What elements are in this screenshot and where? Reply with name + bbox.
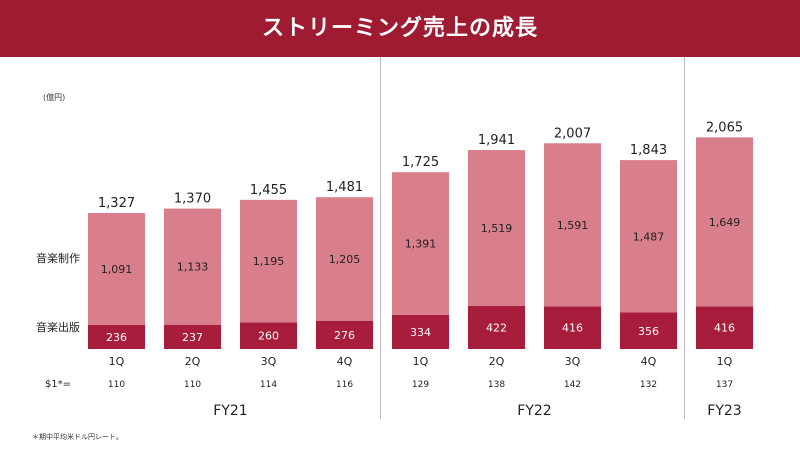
total-label: 1,941 bbox=[478, 133, 515, 148]
fx-rate-value: 114 bbox=[260, 380, 277, 390]
fiscal-year-label: FY23 bbox=[707, 403, 741, 419]
data-label-production: 1,391 bbox=[405, 237, 437, 250]
x-tick-label: 3Q bbox=[261, 355, 277, 368]
data-label-publishing: 416 bbox=[562, 322, 583, 335]
data-label-production: 1,091 bbox=[101, 263, 133, 276]
data-label-publishing: 236 bbox=[106, 331, 127, 344]
data-label-production: 1,519 bbox=[481, 222, 513, 235]
data-label-production: 1,487 bbox=[633, 230, 665, 243]
footnote: ＊期中平均米ドル円レート。 bbox=[32, 433, 123, 441]
data-label-publishing: 422 bbox=[486, 321, 507, 334]
data-label-publishing: 334 bbox=[410, 326, 431, 339]
bar-segment-publishing bbox=[544, 306, 601, 349]
data-label-production: 1,195 bbox=[253, 255, 285, 268]
legend-series-publishing: 音楽出版 bbox=[36, 320, 80, 334]
total-label: 1,370 bbox=[174, 192, 211, 207]
data-label-publishing: 276 bbox=[334, 329, 355, 342]
data-label-publishing: 416 bbox=[714, 322, 735, 335]
x-tick-label: 1Q bbox=[717, 355, 733, 368]
fiscal-year-label: FY22 bbox=[517, 403, 551, 419]
legend-series-production: 音楽制作 bbox=[36, 251, 80, 265]
page-title: ストリーミング売上の成長 bbox=[261, 16, 538, 41]
x-tick-label: 4Q bbox=[337, 355, 353, 368]
x-tick-label: 2Q bbox=[185, 355, 201, 368]
fx-rate-value: 137 bbox=[716, 380, 733, 390]
bar-segment-publishing bbox=[240, 322, 297, 349]
bar-segment-publishing bbox=[696, 306, 753, 349]
fx-rate-value: 132 bbox=[640, 380, 657, 390]
bar-segment-publishing bbox=[620, 312, 677, 349]
total-label: 2,065 bbox=[706, 120, 743, 135]
bar-segment-production bbox=[468, 150, 525, 306]
fx-rate-value: 142 bbox=[564, 380, 581, 390]
bar-segment-production bbox=[696, 137, 753, 307]
fx-rate-value: 110 bbox=[184, 380, 201, 390]
rate-label: $1*= bbox=[45, 379, 71, 390]
bar-segment-production bbox=[544, 143, 601, 307]
bar-segment-publishing bbox=[392, 314, 449, 349]
bar-segment-production bbox=[316, 197, 373, 321]
bar-segment-publishing bbox=[164, 324, 221, 349]
total-label: 1,843 bbox=[630, 143, 667, 158]
unit-label: (億円) bbox=[43, 92, 65, 102]
total-label: 1,725 bbox=[402, 155, 439, 170]
data-label-publishing: 237 bbox=[182, 331, 203, 344]
x-tick-label: 3Q bbox=[565, 355, 581, 368]
fx-rate-value: 116 bbox=[336, 380, 353, 390]
data-label-production: 1,133 bbox=[177, 261, 209, 274]
bar-segment-publishing bbox=[468, 305, 525, 349]
bar-segment-publishing bbox=[88, 324, 145, 349]
data-label-publishing: 356 bbox=[638, 325, 659, 338]
data-label-production: 1,205 bbox=[329, 253, 361, 266]
bar-segment-production bbox=[392, 172, 449, 315]
title-bar bbox=[0, 0, 800, 57]
chart: (億円) 音楽制作 音楽出版 $1*= 2361,0911,3271Q11023… bbox=[36, 57, 753, 419]
data-label-production: 1,591 bbox=[557, 219, 589, 232]
bar-segment-production bbox=[240, 199, 297, 323]
total-label: 1,327 bbox=[98, 196, 135, 211]
fiscal-year-label: FY21 bbox=[213, 403, 247, 419]
bar-segment-production bbox=[88, 212, 145, 325]
bar-segment-publishing bbox=[316, 320, 373, 349]
bar-segment-production bbox=[620, 160, 677, 313]
data-label-publishing: 260 bbox=[258, 330, 279, 343]
total-label: 1,481 bbox=[326, 180, 363, 195]
x-tick-label: 2Q bbox=[489, 355, 505, 368]
bar-segment-production bbox=[164, 208, 221, 325]
x-tick-label: 1Q bbox=[109, 355, 125, 368]
total-label: 1,455 bbox=[250, 183, 287, 198]
data-label-production: 1,649 bbox=[709, 216, 741, 229]
total-label: 2,007 bbox=[554, 126, 591, 141]
x-tick-label: 1Q bbox=[413, 355, 429, 368]
fx-rate-value: 138 bbox=[488, 380, 505, 390]
fx-rate-value: 129 bbox=[412, 380, 429, 390]
fx-rate-value: 110 bbox=[108, 380, 125, 390]
x-tick-label: 4Q bbox=[641, 355, 657, 368]
chart-marks: 236 1,091 1,327 1Q 110 237 1,133 1,370 2Q 110 260 1… bbox=[88, 57, 753, 419]
